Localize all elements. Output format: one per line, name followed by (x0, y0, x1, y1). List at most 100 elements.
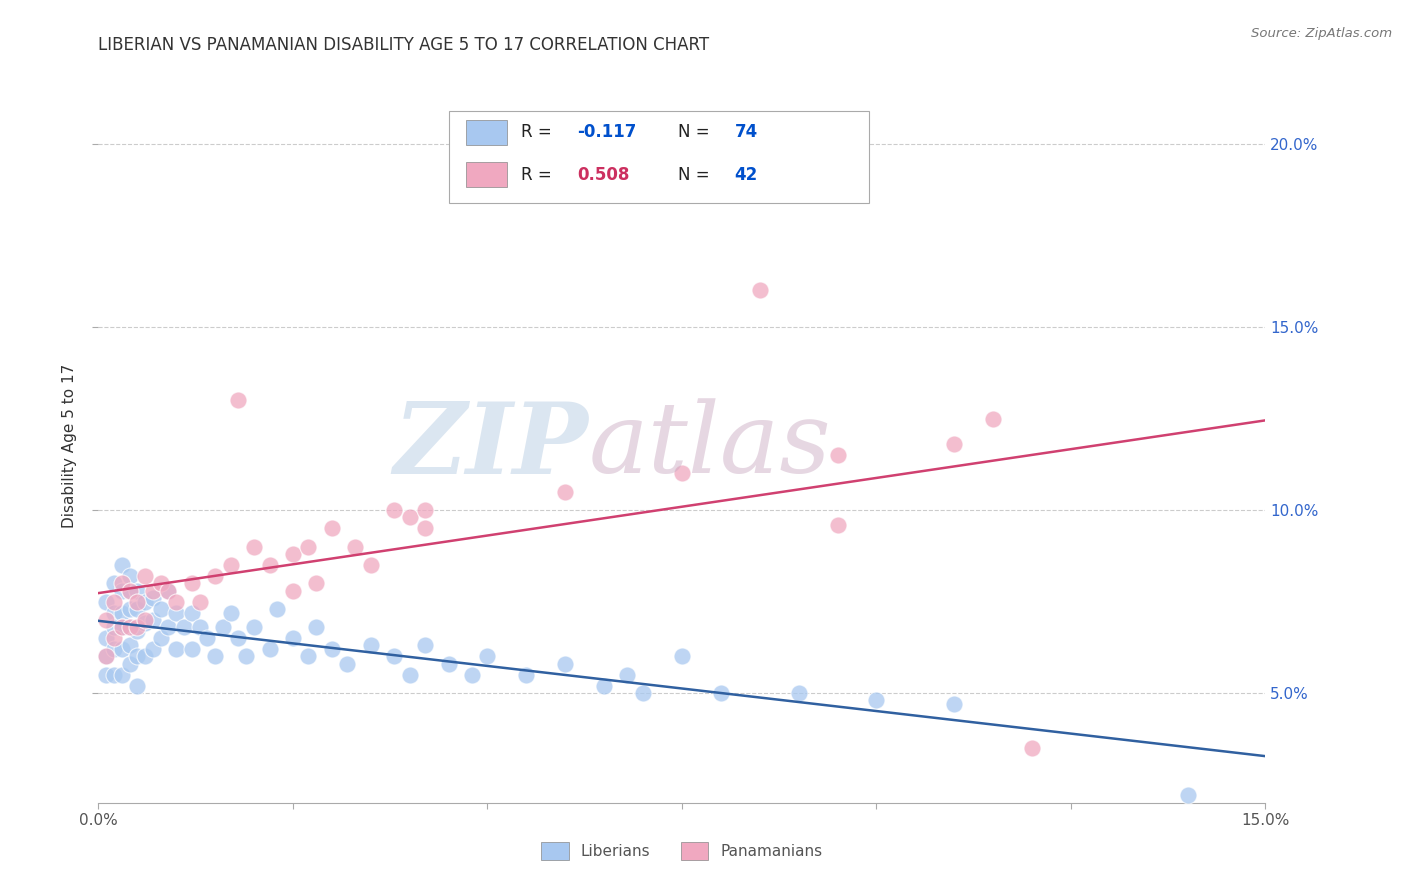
Point (127, 620, 149, 634)
Point (865, 693, 887, 707)
Point (103, 620, 125, 634)
Point (118, 569, 141, 583)
Point (266, 602, 288, 616)
Point (180, 576, 202, 591)
Point (259, 558, 281, 572)
Point (943, 437, 966, 451)
Point (111, 642, 134, 657)
Point (118, 583, 141, 598)
Point (118, 583, 141, 598)
Point (118, 620, 141, 634)
Point (321, 642, 343, 657)
Point (748, 284, 770, 298)
Point (305, 620, 328, 634)
Point (305, 576, 328, 591)
Point (195, 631, 218, 645)
Point (96, 649, 118, 664)
Point (787, 686, 810, 700)
Point (118, 657, 141, 671)
Text: N =: N = (679, 123, 716, 141)
Text: R =: R = (520, 123, 557, 141)
Point (235, 649, 257, 664)
Point (134, 594, 156, 608)
Point (127, 602, 149, 616)
Text: Source: ZipAtlas.com: Source: ZipAtlas.com (1251, 27, 1392, 40)
Point (111, 606, 134, 620)
Point (134, 569, 156, 583)
Point (127, 583, 149, 598)
FancyBboxPatch shape (465, 120, 506, 145)
Point (157, 620, 180, 634)
Point (188, 594, 211, 608)
Point (111, 583, 134, 598)
Point (165, 606, 187, 620)
Point (103, 576, 125, 591)
Point (103, 667, 125, 681)
Point (243, 540, 266, 554)
Point (103, 631, 125, 645)
Point (127, 624, 149, 638)
Point (413, 521, 436, 535)
Point (157, 583, 180, 598)
Point (96, 613, 118, 627)
Text: 42: 42 (734, 166, 758, 184)
Point (228, 631, 250, 645)
Point (297, 649, 319, 664)
Point (554, 484, 576, 499)
Point (103, 594, 125, 608)
Point (165, 642, 187, 657)
Point (413, 639, 436, 653)
Point (134, 616, 156, 631)
Point (219, 606, 242, 620)
Point (259, 642, 281, 657)
Point (204, 649, 226, 664)
Point (981, 411, 1004, 425)
Point (142, 613, 165, 627)
Point (180, 606, 202, 620)
Point (228, 393, 250, 408)
Point (111, 620, 134, 634)
FancyBboxPatch shape (465, 162, 506, 187)
Point (134, 649, 156, 664)
Point (437, 657, 460, 671)
Point (103, 606, 125, 620)
Point (212, 620, 235, 634)
Point (281, 631, 304, 645)
Point (344, 540, 367, 554)
Legend: Liberians, Panamanians: Liberians, Panamanians (534, 836, 830, 866)
Point (149, 602, 172, 616)
Point (243, 620, 266, 634)
Text: 74: 74 (734, 123, 758, 141)
Point (96, 631, 118, 645)
Text: 0.508: 0.508 (576, 166, 630, 184)
Point (103, 642, 125, 657)
Point (413, 503, 436, 517)
Point (710, 686, 733, 700)
Point (149, 631, 172, 645)
Point (461, 667, 484, 681)
Point (616, 667, 638, 681)
Point (111, 576, 134, 591)
Point (398, 667, 420, 681)
Point (336, 657, 359, 671)
Point (1021, 740, 1043, 755)
Text: -0.117: -0.117 (576, 123, 637, 141)
Point (173, 620, 195, 634)
Point (111, 558, 134, 572)
Point (149, 576, 172, 591)
Point (204, 569, 226, 583)
Point (398, 510, 420, 524)
Point (554, 657, 576, 671)
Text: atlas: atlas (589, 399, 831, 493)
Point (96, 667, 118, 681)
Point (111, 667, 134, 681)
FancyBboxPatch shape (449, 111, 869, 203)
Point (165, 594, 187, 608)
Point (671, 467, 693, 481)
Point (281, 583, 304, 598)
Point (515, 667, 537, 681)
Point (477, 649, 499, 664)
Point (142, 583, 165, 598)
Point (671, 649, 693, 664)
Point (118, 639, 141, 653)
